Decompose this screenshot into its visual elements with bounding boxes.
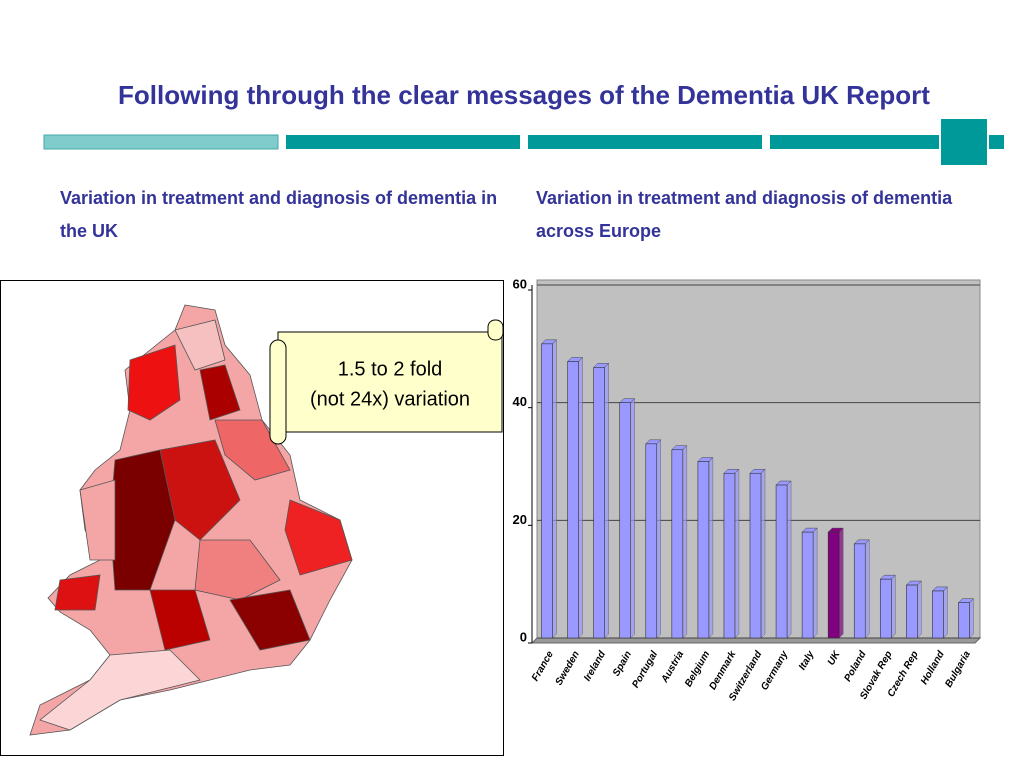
bar bbox=[827, 531, 840, 639]
bar-side bbox=[812, 527, 818, 639]
bar bbox=[932, 590, 944, 639]
map-region bbox=[284, 499, 353, 576]
bar bbox=[958, 602, 970, 639]
divider-bar bbox=[43, 134, 279, 150]
bar bbox=[749, 472, 762, 639]
bar bbox=[593, 367, 605, 639]
x-tick-label: Austria bbox=[659, 649, 686, 686]
bar-side bbox=[760, 468, 766, 639]
x-tick-label: Portugal bbox=[630, 649, 660, 690]
title: Following through the clear messages of … bbox=[118, 80, 930, 110]
bar-side bbox=[943, 586, 948, 639]
y-tick-label: 0 bbox=[520, 629, 527, 644]
bar-side bbox=[864, 539, 870, 639]
x-tick-label: Ireland bbox=[582, 649, 608, 684]
bar-side bbox=[578, 356, 583, 639]
bar-side bbox=[838, 527, 844, 639]
y-tick-label: 20 bbox=[513, 512, 527, 527]
x-tick-label: Poland bbox=[842, 649, 869, 684]
callout-line: (not 24x) variation bbox=[310, 388, 470, 410]
bar-side bbox=[786, 480, 792, 639]
bar-side bbox=[630, 398, 635, 639]
map-region bbox=[127, 344, 181, 421]
bar bbox=[567, 361, 579, 639]
map-region bbox=[174, 319, 226, 371]
callout-line: 1.5 to 2 fold bbox=[338, 358, 443, 380]
bar-side bbox=[917, 580, 922, 639]
x-tick-label: Bulgaria bbox=[943, 649, 973, 690]
x-tick-label: UK bbox=[826, 649, 843, 668]
left-heading-box: Variation in treatment and diagnosis of … bbox=[60, 188, 498, 241]
callout-scroll bbox=[277, 331, 503, 433]
bar bbox=[906, 584, 918, 639]
plot-floor bbox=[530, 637, 982, 644]
divider-bar bbox=[286, 135, 520, 149]
y-tick-label: 60 bbox=[513, 276, 527, 291]
x-tick-label: Italy bbox=[797, 649, 817, 672]
bar bbox=[671, 449, 684, 639]
bar-side bbox=[708, 456, 714, 639]
bar bbox=[619, 402, 632, 639]
bar-side bbox=[734, 468, 740, 639]
bar-side bbox=[891, 574, 896, 639]
map-region bbox=[54, 574, 101, 611]
x-tick-label: France bbox=[530, 649, 556, 683]
bar bbox=[775, 484, 788, 639]
callout-roll bbox=[269, 339, 287, 445]
map-region bbox=[229, 589, 311, 651]
map-region bbox=[159, 439, 241, 541]
divider-square bbox=[939, 117, 989, 167]
x-tick-label: Sweden bbox=[554, 649, 582, 687]
bar-side bbox=[552, 339, 557, 639]
bar-side bbox=[656, 439, 662, 639]
right-heading-box: Variation in treatment and diagnosis of … bbox=[536, 188, 953, 241]
map-region bbox=[199, 364, 241, 421]
bar bbox=[801, 531, 814, 639]
map-region bbox=[79, 479, 116, 561]
map-region bbox=[149, 589, 211, 651]
y-tick-label: 40 bbox=[513, 394, 527, 409]
bar-side bbox=[682, 445, 688, 639]
map-region bbox=[39, 649, 201, 731]
bar-side bbox=[604, 362, 609, 639]
bar bbox=[541, 343, 553, 639]
map-region bbox=[194, 539, 281, 601]
bar bbox=[723, 472, 736, 639]
x-tick-label: Belgium bbox=[683, 649, 712, 689]
bar bbox=[879, 578, 892, 639]
callout-roll bbox=[487, 319, 504, 341]
map bbox=[0, 280, 504, 756]
bar bbox=[853, 543, 866, 639]
map-region bbox=[214, 419, 291, 481]
x-tick-label: Spain bbox=[611, 649, 634, 678]
x-tick-label: Holland bbox=[919, 649, 947, 687]
bar bbox=[645, 443, 658, 639]
left-heading: Variation in treatment and diagnosis of … bbox=[60, 188, 498, 241]
divider bbox=[43, 117, 1004, 167]
divider-bar bbox=[528, 135, 762, 149]
right-heading: Variation in treatment and diagnosis of … bbox=[536, 188, 953, 241]
callout: 1.5 to 2 fold (not 24x) variation bbox=[269, 319, 504, 445]
bar bbox=[697, 461, 710, 639]
bar-side bbox=[969, 598, 974, 639]
